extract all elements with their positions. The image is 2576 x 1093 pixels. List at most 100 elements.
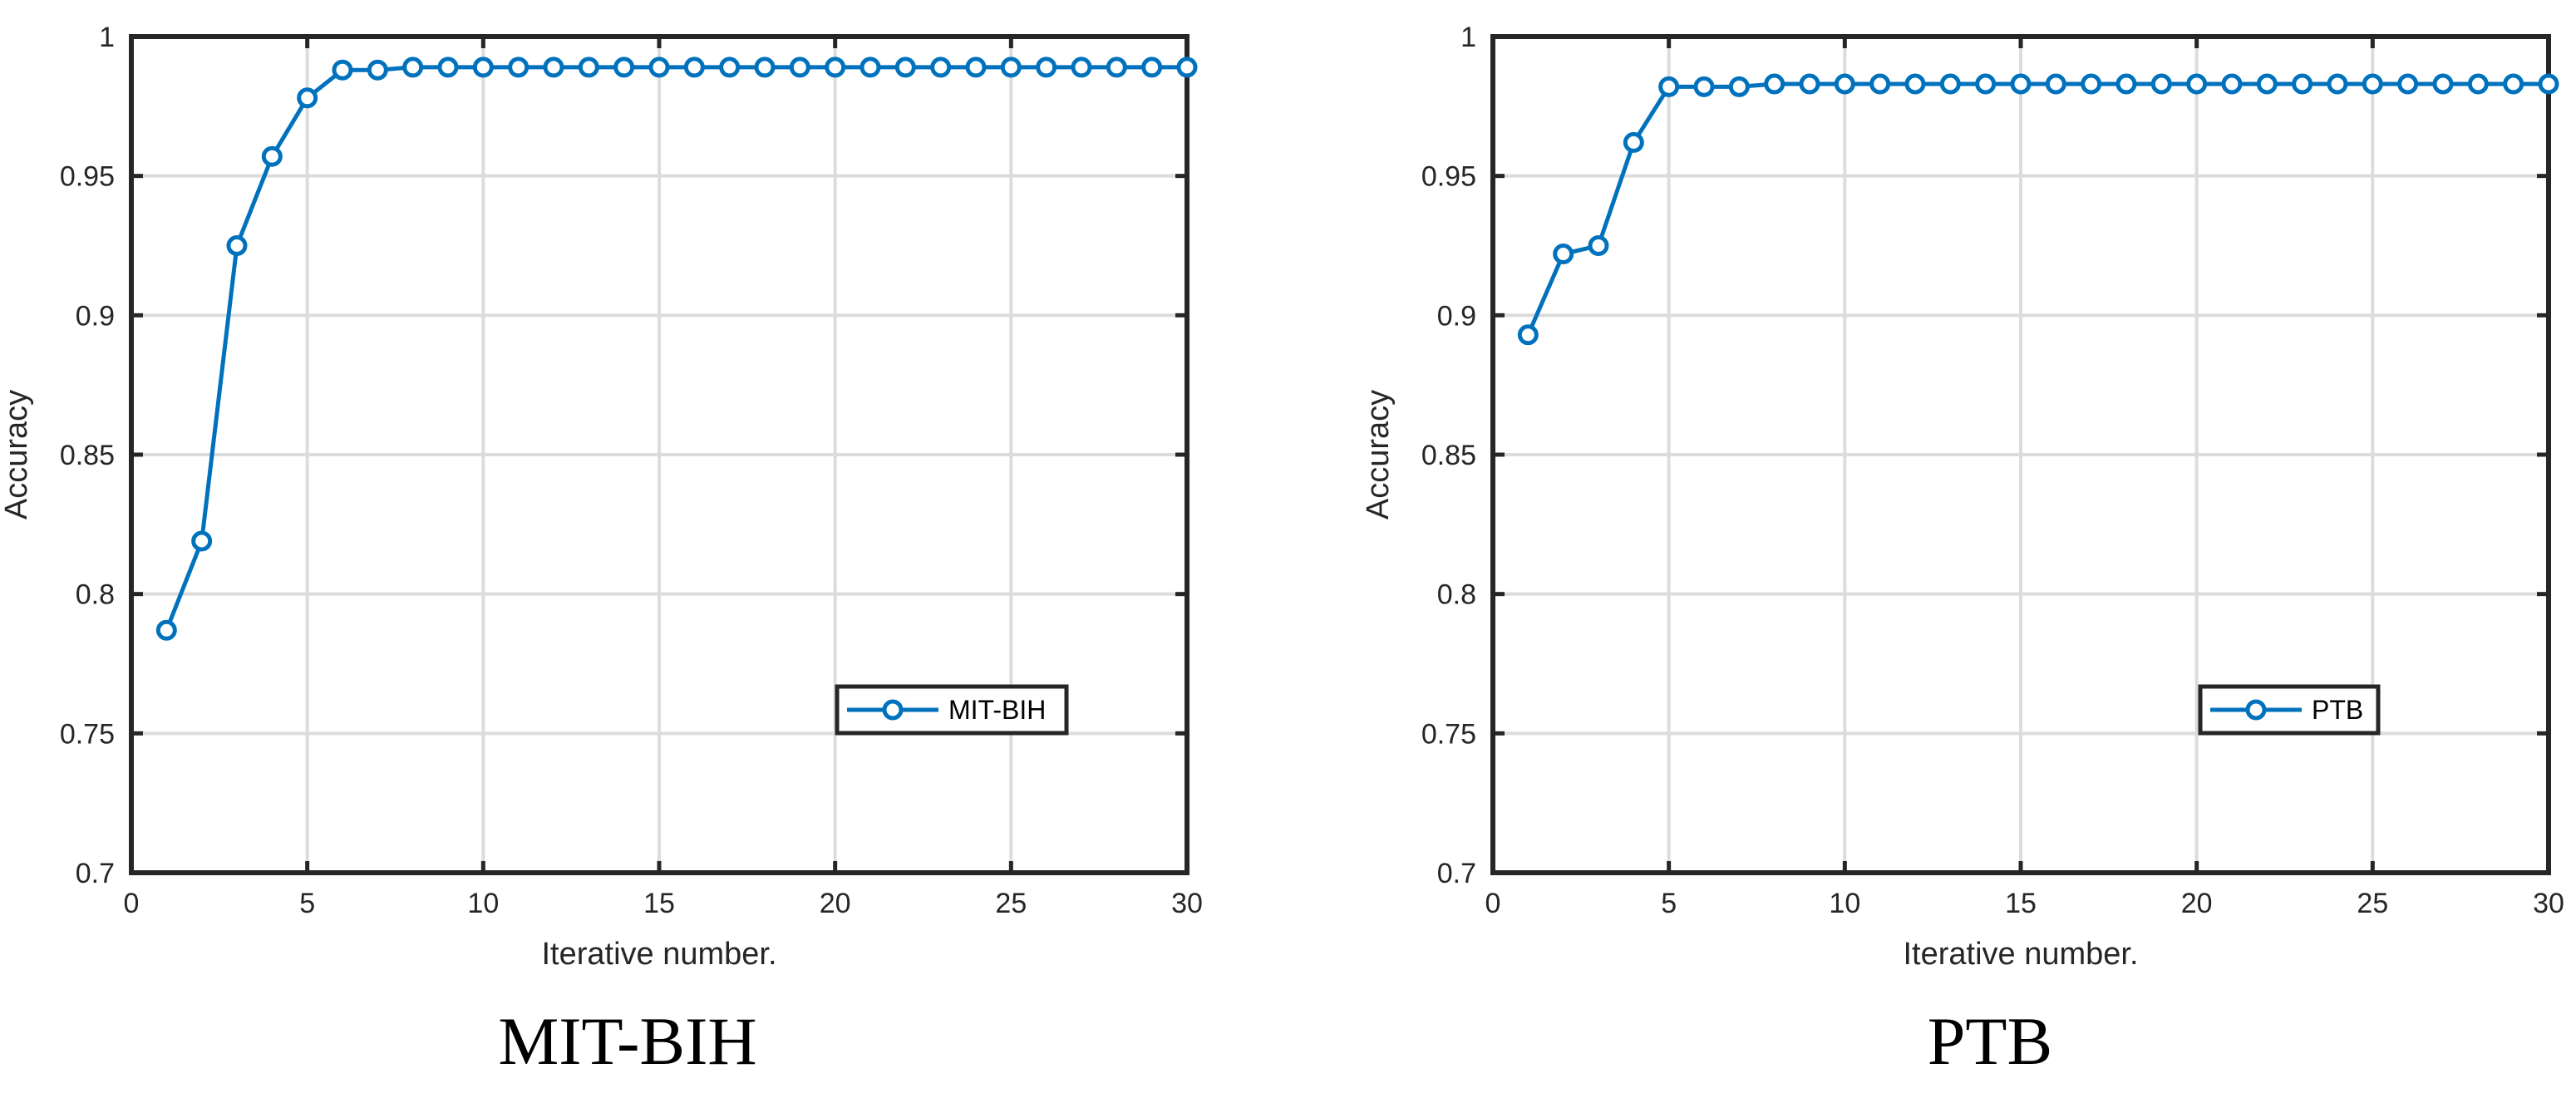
data-point [2503, 73, 2524, 95]
data-point [508, 57, 529, 78]
data-point [1071, 57, 1092, 78]
data-point [2010, 73, 2032, 95]
y-tick-label: 0.95 [60, 161, 115, 193]
data-point [1764, 73, 1785, 95]
data-point [226, 235, 248, 256]
data-point [155, 619, 177, 641]
y-tick-label: 0.95 [1421, 161, 1476, 193]
data-point [1728, 76, 1750, 97]
data-point [2150, 73, 2172, 95]
data-point [1106, 57, 1127, 78]
data-point [1000, 57, 1022, 78]
data-point [930, 57, 952, 78]
data-point [332, 59, 353, 81]
data-point [297, 87, 318, 109]
y-tick-label: 0.7 [1437, 858, 1476, 889]
data-point [472, 57, 494, 78]
data-point [543, 57, 564, 78]
data-point [1176, 57, 1198, 78]
data-point [894, 57, 916, 78]
data-point [1975, 73, 1997, 95]
data-point [754, 57, 776, 78]
x-tick-label: 30 [2533, 888, 2564, 919]
legend: MIT-BIH [835, 684, 1069, 736]
legend-entry-label: PTB [2312, 695, 2363, 725]
data-point [2432, 73, 2454, 95]
y-tick-label: 0.75 [60, 718, 115, 750]
x-tick-label: 0 [124, 888, 140, 919]
data-point [1869, 73, 1891, 95]
y-tick-label: 0.75 [1421, 718, 1476, 750]
chart-caption: MIT-BIH [498, 1003, 756, 1079]
legend-marker-swatch [882, 699, 904, 721]
y-tick-label: 1 [1460, 22, 1476, 53]
data-point [1517, 324, 1539, 346]
data-point [613, 57, 635, 78]
data-point [578, 57, 599, 78]
y-tick-label: 0.85 [60, 440, 115, 471]
legend-marker-swatch [2245, 699, 2267, 721]
data-point [2221, 73, 2243, 95]
x-tick-label: 15 [643, 888, 675, 919]
x-axis-label: Iterative number. [541, 937, 776, 972]
data-point [1623, 131, 1644, 153]
data-point [859, 57, 881, 78]
y-tick-label: 0.85 [1421, 440, 1476, 471]
data-point [261, 145, 283, 167]
x-tick-label: 5 [299, 888, 315, 919]
data-point [2397, 73, 2419, 95]
chart-panel-ptb: 0 5 10 15 20 25 30 0.7 0.75 0.8 0.85 0.9 0.95 1 Iterat… [1361, 22, 2564, 1079]
data-point [719, 57, 741, 78]
data-point [437, 57, 459, 78]
data-point [2115, 73, 2137, 95]
x-tick-label: 30 [1171, 888, 1203, 919]
chart-panel-mit-bih: 0 5 10 15 20 25 30 0.7 0.75 0.8 0.85 0.9 0.95 1 Iterat… [0, 22, 1203, 1079]
x-tick-label: 15 [2005, 888, 2037, 919]
x-axis-label: Iterative number. [1903, 937, 2138, 972]
data-point [2467, 73, 2489, 95]
data-point [965, 57, 987, 78]
data-point [1939, 73, 1961, 95]
data-point [2362, 73, 2383, 95]
y-tick-label: 0.7 [76, 858, 115, 889]
y-axis-label: Accuracy [1361, 390, 1396, 519]
data-point [402, 57, 424, 78]
legend-entry-label: MIT-BIH [948, 695, 1046, 725]
data-point [683, 57, 705, 78]
y-tick-label: 0.9 [1437, 300, 1476, 332]
data-point [2538, 73, 2559, 95]
x-tick-label: 0 [1485, 888, 1501, 919]
data-point [2292, 73, 2313, 95]
data-point [1141, 57, 1163, 78]
data-point [1904, 73, 1926, 95]
legend: PTB [2198, 684, 2381, 736]
data-point [1834, 73, 1855, 95]
x-tick-label: 10 [1829, 888, 1860, 919]
data-point [1036, 57, 1057, 78]
data-point [191, 530, 213, 552]
data-point [1799, 73, 1820, 95]
data-point [2186, 73, 2208, 95]
data-point [1693, 76, 1715, 97]
y-tick-label: 0.8 [1437, 579, 1476, 611]
x-tick-label: 20 [820, 888, 851, 919]
chart-caption: PTB [1928, 1003, 2052, 1079]
x-tick-label: 10 [467, 888, 499, 919]
data-point [825, 57, 846, 78]
y-tick-label: 0.8 [76, 579, 115, 611]
data-point [1588, 235, 1609, 256]
data-point [1658, 76, 1680, 97]
y-tick-label: 0.9 [76, 300, 115, 332]
data-point [2327, 73, 2348, 95]
data-point [2256, 73, 2278, 95]
data-point [367, 59, 388, 81]
x-tick-label: 20 [2181, 888, 2213, 919]
data-point [2081, 73, 2102, 95]
x-tick-label: 5 [1661, 888, 1677, 919]
x-tick-label: 25 [2357, 888, 2388, 919]
data-point [648, 57, 670, 78]
data-point [1553, 244, 1574, 265]
y-axis-label: Accuracy [0, 390, 34, 519]
data-point [2045, 73, 2066, 95]
